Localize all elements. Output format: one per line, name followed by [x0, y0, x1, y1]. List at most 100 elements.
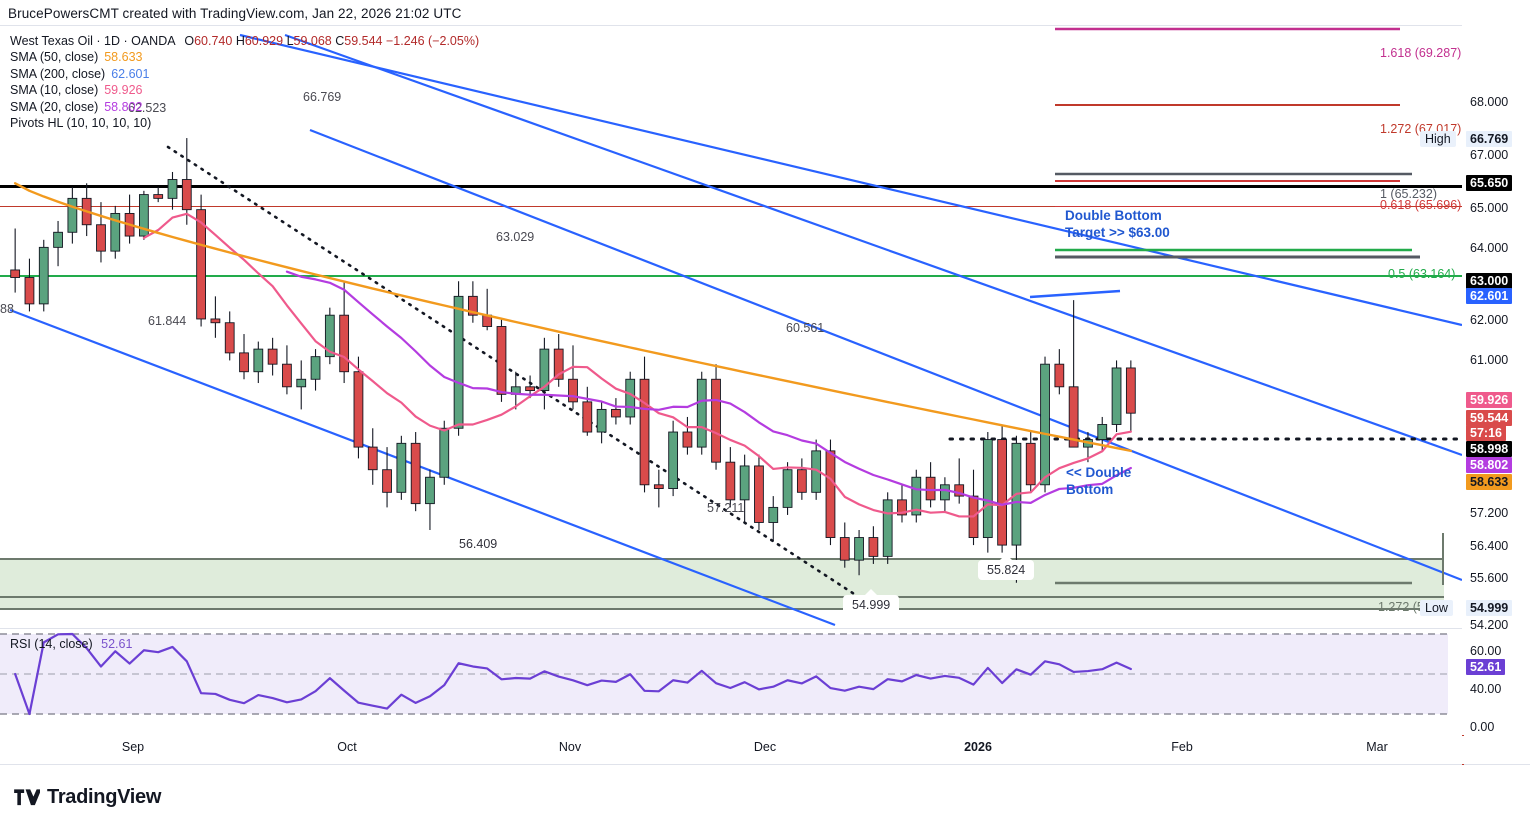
ohlc-open-value: 60.740 [194, 34, 233, 48]
price-tick: 64.000 [1470, 241, 1509, 255]
ohlc-close-value: 59.544 [344, 34, 383, 48]
pivot-price-label: 57.211 [707, 501, 745, 515]
legend-symbol-row[interactable]: West Texas Oil · 1D · OANDA O60.740 H60.… [10, 33, 479, 49]
fib-level-label: 1.618 (69.287) [1380, 46, 1462, 60]
legend-interval[interactable]: 1D [104, 34, 120, 48]
price-axis-pill: 58.998 [1466, 441, 1513, 457]
time-axis-label: 2026 [964, 740, 992, 754]
legend-study-row[interactable]: SMA (10, close) 59.926 [10, 82, 479, 98]
legend-sep-1: · [92, 34, 105, 48]
time-axis-label: Feb [1171, 740, 1193, 754]
tradingview-mark-icon [14, 788, 40, 805]
ohlc-high-value: 60.929 [244, 34, 284, 48]
time-axis-label: Oct [337, 740, 357, 754]
price-axis-pill: 57:16 [1466, 425, 1506, 441]
legend-study-row[interactable]: SMA (50, close) 58.633 [10, 49, 479, 65]
rsi-tick: 40.00 [1470, 682, 1502, 696]
pivot-price-label: 61.844 [148, 314, 187, 328]
price-axis-pill: 58.633 [1466, 474, 1513, 490]
ohlc-close-key: C [335, 34, 345, 48]
legend-study-name: Pivots HL (10, 10, 10, 10) [10, 116, 152, 131]
main-price-pane[interactable] [0, 25, 1462, 628]
legend-study-row[interactable]: Pivots HL (10, 10, 10, 10) [10, 115, 479, 131]
trendline-overlay [9, 27, 1462, 627]
legend-study-rows: SMA (50, close) 58.633 SMA (200, close) 62.… [10, 49, 479, 131]
time-axis-label: Dec [753, 740, 777, 754]
fib-0618-line [1055, 206, 1405, 207]
support-zone-midline [0, 596, 1444, 598]
rsi-legend: RSI (14, close) 52.61 [10, 636, 132, 652]
legend-study-value: 62.601 [111, 66, 150, 81]
time-axis-label: Mar [1366, 740, 1388, 754]
legend-study-name: SMA (20, close) [10, 99, 99, 114]
price-axis-pill: 54.999 [1466, 600, 1513, 616]
legend-study-name: SMA (200, close) [10, 66, 106, 81]
resistance-line-black [0, 185, 1462, 188]
legend-study-row[interactable]: SMA (20, close) 58.802 [10, 99, 479, 115]
legend-exchange: OANDA [131, 34, 175, 48]
price-tick: 55.600 [1470, 571, 1509, 585]
rsi-legend-value: 52.61 [101, 637, 133, 651]
rsi-pane[interactable]: RSI (14, close) 52.61 [0, 630, 1462, 735]
legend-sep-2: · [120, 34, 132, 48]
legend-change: −1.246 (−2.05%) [385, 34, 480, 48]
price-tick: 54.200 [1470, 618, 1509, 632]
rsi-axis-pill: 52.61 [1466, 659, 1506, 675]
rsi-series [0, 632, 1448, 716]
rsi-legend-name: RSI (14, close) [10, 637, 93, 651]
fib-level-label: 1 (65.232) [1380, 187, 1437, 201]
annotation-line: Target >> $63.00 [1065, 224, 1170, 240]
rsi-tick: 0.00 [1470, 720, 1495, 734]
legend-study-name: SMA (10, close) [10, 83, 99, 98]
support-line-green [0, 275, 1462, 277]
candlestick-series [10, 138, 1136, 583]
pivot-price-label: 55.824 [978, 554, 1035, 580]
chart-legend: West Texas Oil · 1D · OANDA O60.740 H60.… [10, 33, 479, 131]
legend-study-row[interactable]: SMA (200, close) 62.601 [10, 66, 479, 82]
price-tick: 67.000 [1470, 148, 1509, 162]
fib-level-label: 0.5 (63.164) [1388, 267, 1456, 281]
price-axis-hl-tag: Low [1420, 600, 1453, 616]
legend-study-name: SMA (50, close) [10, 50, 99, 65]
price-axis-pill: 62.601 [1466, 288, 1513, 304]
resistance-line-red [0, 206, 1462, 207]
price-axis-pill: 58.802 [1466, 457, 1513, 473]
ohlc-high-key: H [235, 34, 245, 48]
attribution-text: BrucePowersCMT created with TradingView.… [8, 6, 462, 21]
legend-study-value: 58.802 [104, 99, 143, 114]
price-axis-pill: 65.650 [1466, 175, 1513, 191]
pivot-price-label: 54.999 [843, 589, 900, 615]
pivot-price-label: 63.029 [496, 230, 535, 244]
time-axis-label: Nov [558, 740, 582, 754]
price-axis-pill: 59.926 [1466, 392, 1513, 408]
time-axis-border [0, 764, 1462, 765]
ohlc-low-value: 59.068 [293, 34, 332, 48]
legend-symbol[interactable]: West Texas Oil [10, 34, 93, 48]
price-axis-hl-tag: High [1420, 131, 1456, 147]
legend-study-value: 59.926 [104, 83, 143, 98]
rsi-tick: 60.00 [1470, 644, 1502, 658]
tradingview-logo[interactable]: TradingView [14, 786, 161, 809]
tradingview-wordmark: TradingView [47, 786, 162, 808]
price-tick: 65.000 [1470, 201, 1509, 215]
annotation-line: Double Bottom [1065, 208, 1162, 223]
pane-divider [0, 628, 1462, 629]
price-tick: 61.000 [1470, 353, 1509, 367]
time-axis-label: Sep [121, 740, 145, 754]
fib-level-label: 0.618 (65.696) [1380, 198, 1462, 212]
price-tick: 62.000 [1470, 313, 1509, 327]
pivot-price-label: 60.561 [786, 321, 825, 335]
price-tick: 68.000 [1470, 95, 1509, 109]
ohlc-low-key: L [286, 34, 294, 48]
price-axis-pill: 59.544 [1466, 410, 1513, 426]
time-axis[interactable] [0, 736, 1530, 764]
pivot-price-label: 66.769 [303, 90, 342, 104]
annotation-line: Bottom [1066, 481, 1114, 497]
ohlc-open-key: O [184, 34, 195, 48]
price-tick: 57.200 [1470, 506, 1509, 520]
chart-annotation: Double Bottom Target >> $63.00 [1065, 208, 1170, 241]
annotation-line: << Double [1066, 465, 1132, 480]
legend-study-value: 58.633 [104, 50, 143, 65]
price-axis-pill: 66.769 [1466, 131, 1513, 147]
